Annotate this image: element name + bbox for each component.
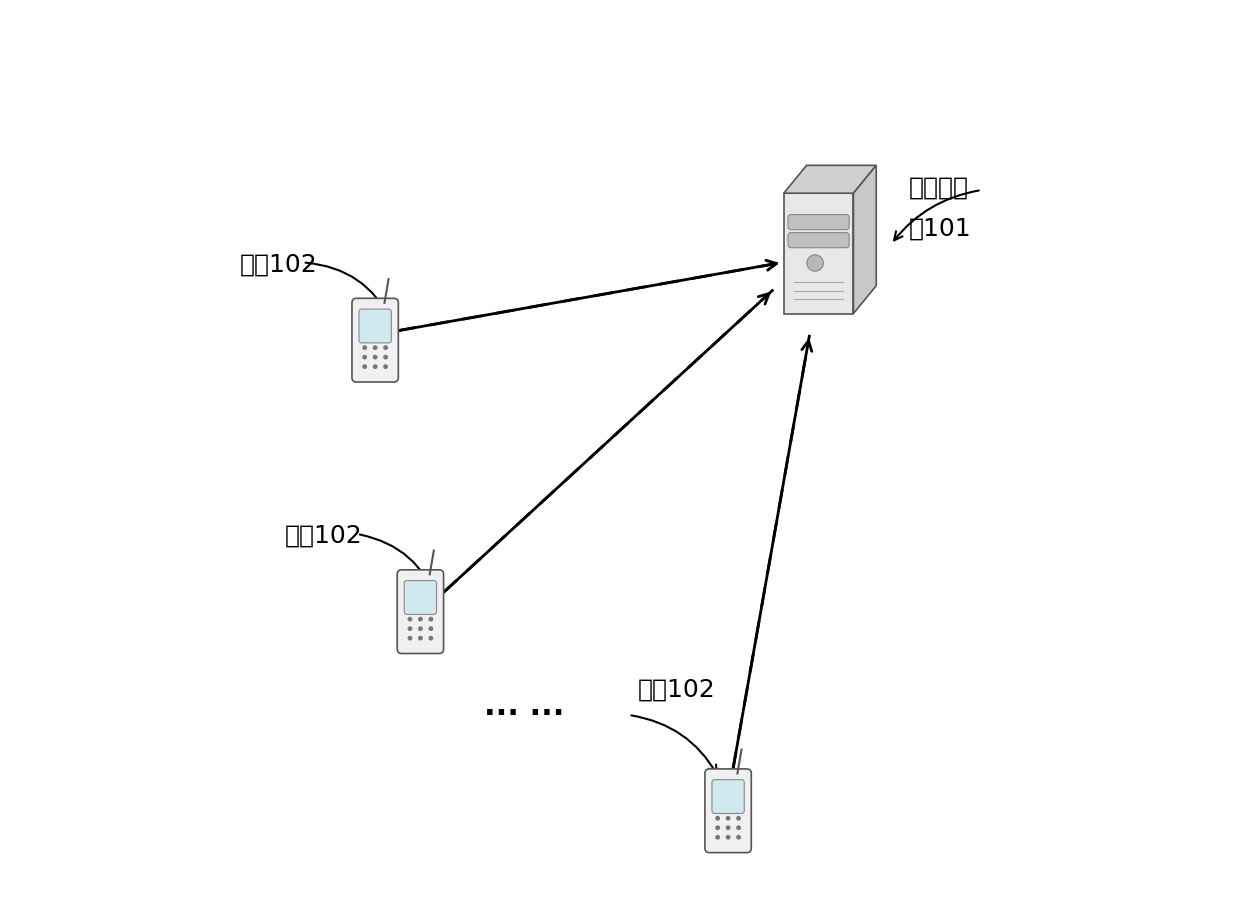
Circle shape <box>408 627 411 630</box>
Circle shape <box>363 356 367 359</box>
FancyBboxPatch shape <box>788 214 849 230</box>
FancyBboxPatch shape <box>788 233 849 248</box>
Circle shape <box>363 365 367 368</box>
Text: ... ...: ... ... <box>483 692 564 721</box>
Circle shape <box>726 835 730 839</box>
Circle shape <box>419 636 422 640</box>
FancyBboxPatch shape <box>398 570 444 653</box>
FancyBboxPatch shape <box>705 769 751 853</box>
Circle shape <box>384 356 388 359</box>
Text: 终端102: 终端102 <box>285 524 362 548</box>
Text: 终端102: 终端102 <box>239 252 317 277</box>
Text: 网络服务: 网络服务 <box>909 176 969 200</box>
Circle shape <box>429 617 432 621</box>
FancyBboxPatch shape <box>712 780 745 814</box>
Circle shape <box>419 627 422 630</box>
Circle shape <box>726 816 730 820</box>
Text: 器101: 器101 <box>909 216 971 241</box>
Circle shape <box>716 816 720 820</box>
Circle shape <box>373 365 377 368</box>
FancyBboxPatch shape <box>784 194 854 314</box>
FancyBboxPatch shape <box>359 310 392 343</box>
Circle shape <box>737 816 740 820</box>
Circle shape <box>716 835 720 839</box>
Polygon shape <box>784 166 876 194</box>
Circle shape <box>429 636 432 640</box>
Circle shape <box>429 627 432 630</box>
Circle shape <box>716 826 720 829</box>
Circle shape <box>807 255 824 272</box>
Circle shape <box>384 346 388 349</box>
Text: 终端102: 终端102 <box>638 678 715 702</box>
Circle shape <box>419 617 422 621</box>
Circle shape <box>737 835 740 839</box>
Polygon shape <box>854 166 876 314</box>
Circle shape <box>373 356 377 359</box>
Circle shape <box>363 346 367 349</box>
Circle shape <box>726 826 730 829</box>
Circle shape <box>408 617 411 621</box>
Circle shape <box>384 365 388 368</box>
FancyBboxPatch shape <box>352 299 399 382</box>
FancyBboxPatch shape <box>404 581 436 614</box>
Circle shape <box>373 346 377 349</box>
Circle shape <box>737 826 740 829</box>
Circle shape <box>408 636 411 640</box>
